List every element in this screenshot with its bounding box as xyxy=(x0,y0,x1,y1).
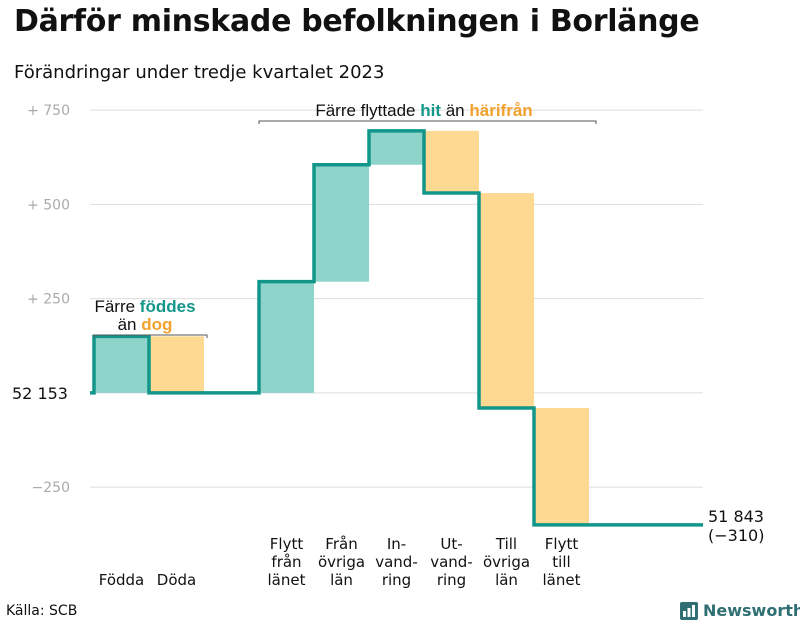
y-tick-label: −250 xyxy=(32,480,70,496)
annotation-migration-part: härifrån xyxy=(469,101,532,120)
category-label: länet xyxy=(268,571,306,589)
category-label: Flytt xyxy=(545,535,579,553)
category-label: Döda xyxy=(157,571,196,589)
annotation-bracket-births xyxy=(93,334,208,338)
waterfall-bar xyxy=(479,193,534,408)
annotation-births-line1: Färre föddes xyxy=(94,297,195,316)
y-tick-label: + 750 xyxy=(27,103,70,119)
annotation-births-line2-part: dog xyxy=(141,315,172,334)
category-label: vand- xyxy=(375,553,418,571)
y-tick-label: + 500 xyxy=(27,197,70,213)
waterfall-bar xyxy=(259,281,314,393)
category-label: län xyxy=(330,571,353,589)
category-label: In- xyxy=(387,535,406,553)
chart-subtitle: Förändringar under tredje kvartalet 2023 xyxy=(14,62,385,83)
annotation-births-line2-part: än xyxy=(118,315,142,334)
cumulative-step-line xyxy=(90,129,703,527)
waterfall-bar xyxy=(149,336,204,393)
brand-logo: Newsworthy xyxy=(680,601,800,620)
category-label: från xyxy=(271,553,301,571)
bar-chart-icon xyxy=(680,601,698,620)
chart-title: Därför minskade befolkningen i Borlänge xyxy=(14,4,700,39)
category-label: vand- xyxy=(430,553,473,571)
y-tick-label: + 250 xyxy=(27,292,70,308)
source-note: Källa: SCB xyxy=(6,603,78,619)
category-label: länet xyxy=(543,571,581,589)
annotation-migration: Färre flyttade hit än härifrån xyxy=(315,101,532,120)
category-label: övriga xyxy=(318,553,365,571)
category-label: Flytt xyxy=(270,535,304,553)
annotation-migration-part: Färre flyttade xyxy=(315,101,420,120)
annotation-births-line1-part: Färre xyxy=(94,297,139,316)
waterfall-bar xyxy=(369,130,424,165)
category-label: ring xyxy=(437,571,466,589)
waterfall-bar xyxy=(424,130,479,194)
waterfall-bar xyxy=(314,164,369,282)
end-change-label: (−310) xyxy=(708,526,764,545)
category-label: Till xyxy=(495,535,517,553)
category-label: till xyxy=(552,553,570,571)
category-label: län xyxy=(495,571,518,589)
waterfall-bar xyxy=(94,336,149,393)
category-label: Födda xyxy=(99,571,145,589)
category-label: Från xyxy=(325,535,357,553)
annotation-migration-part: hit xyxy=(420,101,441,120)
category-label: Ut- xyxy=(440,535,462,553)
annotation-migration-part: än xyxy=(441,101,469,120)
category-label: övriga xyxy=(483,553,530,571)
annotation-births-line1-part: föddes xyxy=(140,297,196,316)
brand-name: Newsworthy xyxy=(703,601,800,620)
category-label: ring xyxy=(382,571,411,589)
annotation-births-line2: än dog xyxy=(118,315,173,334)
annotation-bracket-migration xyxy=(258,120,597,124)
waterfall-bar xyxy=(534,407,589,525)
end-value-label: 51 843 xyxy=(708,507,764,526)
start-value-label: 52 153 xyxy=(12,384,68,403)
